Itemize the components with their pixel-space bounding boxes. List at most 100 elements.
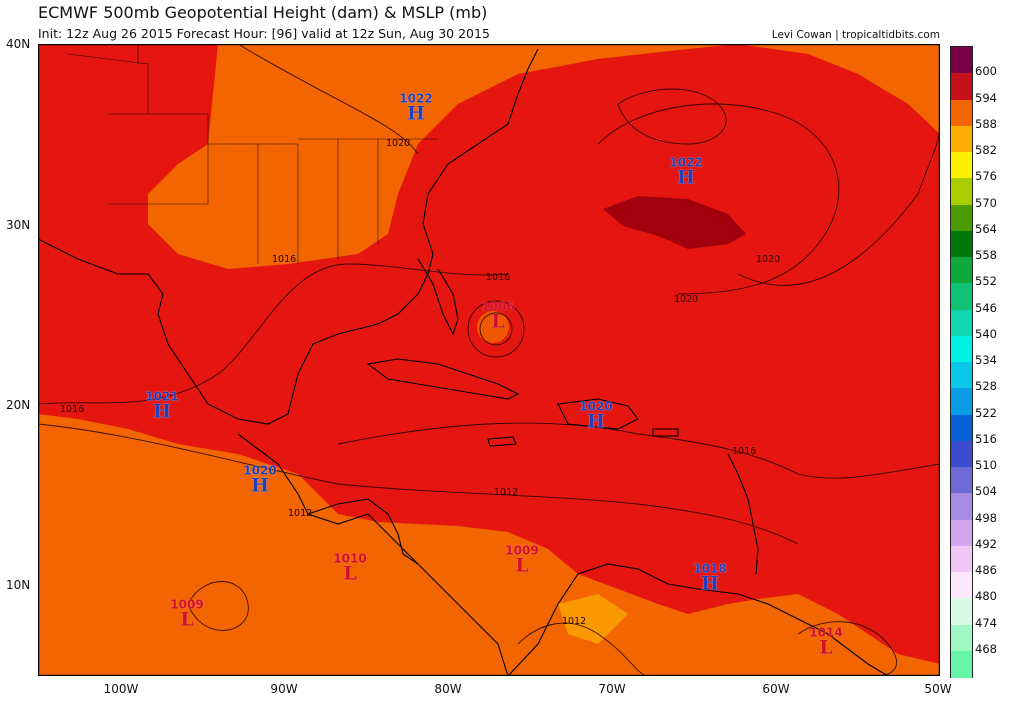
colorbar-swatch — [951, 283, 972, 310]
state-borders — [67, 44, 438, 264]
colorbar-swatch — [951, 309, 972, 337]
storm-core — [477, 311, 509, 343]
coast-central-america — [307, 498, 419, 565]
colorbar-swatch — [951, 230, 972, 258]
coast-us-gulf — [38, 48, 539, 425]
pressure-symbol: H — [153, 400, 171, 423]
lat-label: 30N — [6, 218, 31, 232]
coast-puerto-rico — [652, 428, 679, 437]
lon-label: 50W — [924, 682, 952, 696]
colorbar-swatch — [951, 493, 972, 520]
isobar-label: 1020 — [386, 138, 411, 149]
low-pressure-center: 1009 L — [505, 545, 538, 576]
colorbar-swatch — [951, 99, 972, 127]
colorbar-swatch — [951, 572, 972, 599]
low-pressure-center: 1014 L — [809, 627, 842, 658]
isobar-1012-sa — [517, 622, 649, 676]
isobar-label: 1016 — [486, 272, 511, 283]
lon-label: 100W — [103, 682, 139, 696]
isobar-1016-caribbean — [337, 422, 940, 479]
lon-label: 60W — [762, 682, 790, 696]
pressure-value: 1006 — [481, 299, 515, 314]
isobar-low-south — [187, 581, 249, 631]
low-pressure-center: 1010 L — [333, 553, 366, 584]
pressure-symbol: H — [701, 572, 719, 595]
isobar-ne-loop — [617, 88, 727, 145]
colorbar-swatch — [951, 388, 972, 415]
high-pressure-center: 1020 H — [579, 401, 612, 432]
colorbar-label: 474 — [975, 615, 997, 630]
isobar-label: 1020 — [756, 254, 781, 265]
coast-jamaica — [487, 436, 517, 447]
high-pressure-center: 1022 H — [399, 93, 432, 124]
pressure-value: 1022 — [669, 155, 703, 170]
colorbar-swatch — [951, 440, 972, 468]
low-pressure-center: 1009 L — [170, 599, 203, 630]
colorbar-label: 570 — [975, 195, 997, 210]
pressure-value: 1020 — [579, 399, 613, 414]
pressure-value: 1022 — [399, 91, 433, 106]
chart-title: ECMWF 500mb Geopotential Height (dam) & … — [38, 3, 488, 22]
band-576-south — [558, 594, 628, 644]
chart-credit: Levi Cowan | tropicaltidbits.com — [771, 29, 940, 41]
colorbar-swatch — [951, 545, 972, 573]
band-582-northeast — [738, 44, 940, 134]
colorbar-label: 588 — [975, 116, 997, 131]
pressure-symbol: H — [407, 102, 425, 125]
band-582-north — [148, 44, 738, 269]
isobar-label: 1012 — [288, 508, 313, 519]
colorbar-label: 540 — [975, 326, 997, 341]
isobar-1012-gulf — [38, 423, 799, 545]
coast-florida — [417, 258, 459, 336]
chart-subtitle: Init: 12z Aug 26 2015 Forecast Hour: [96… — [38, 26, 490, 41]
colorbar-label: 582 — [975, 143, 997, 157]
colorbar-label: 510 — [975, 458, 997, 472]
coast-mexico — [237, 433, 509, 676]
colorbar-swatch — [951, 650, 972, 678]
high-pressure-center: 1022 H — [669, 157, 702, 188]
low-pressure-center: 1006 L — [481, 301, 514, 332]
isobar-label: 1016 — [732, 446, 757, 457]
colorbar-label: 480 — [975, 589, 997, 604]
colorbar-label: 522 — [975, 405, 997, 420]
pressure-value: 1010 — [333, 551, 367, 566]
isobar-label: 1016 — [272, 254, 297, 265]
colorbar — [950, 46, 973, 678]
isobar-1014-se — [797, 621, 897, 676]
isobar-1020-atlantic — [597, 103, 840, 295]
colorbar-swatch — [951, 335, 972, 363]
colorbar-swatch — [951, 204, 972, 232]
isobar-storm-ring — [467, 300, 525, 358]
pressure-value: 1014 — [809, 625, 843, 640]
isobar-label: 1016 — [60, 404, 85, 415]
coast-south-america — [507, 563, 889, 676]
isobar-1020-a — [237, 44, 419, 155]
lon-label: 80W — [434, 682, 462, 696]
isobar-1020-ne — [737, 123, 940, 286]
colorbar-swatch — [951, 47, 972, 74]
colorbar-label: 564 — [975, 221, 997, 236]
forecast-map — [38, 44, 940, 676]
pressure-symbol: L — [819, 636, 833, 659]
colorbar-label: 546 — [975, 300, 997, 315]
pressure-symbol: L — [180, 608, 194, 631]
pressure-symbol: L — [343, 562, 357, 585]
lat-label: 40N — [6, 37, 31, 51]
coast-cuba — [366, 358, 520, 400]
colorbar-label: 516 — [975, 431, 997, 446]
isobar-storm-inner — [479, 312, 513, 346]
high-pressure-center: 1018 H — [693, 563, 726, 594]
colorbar-swatch — [951, 624, 972, 652]
pressure-symbol: L — [491, 310, 505, 333]
coast-lesser-antilles — [727, 453, 759, 575]
colorbar-swatch — [951, 362, 972, 389]
colorbar-swatch — [951, 73, 972, 100]
colorbar-label: 600 — [975, 64, 997, 79]
colorbar-swatch — [951, 257, 972, 284]
pressure-value: 1020 — [243, 463, 277, 478]
colorbar-label: 492 — [975, 536, 997, 551]
colorbar-swatch — [951, 178, 972, 205]
colorbar-swatch — [951, 519, 972, 547]
colorbar-label: 468 — [975, 641, 997, 656]
pressure-value: 1009 — [505, 543, 539, 558]
